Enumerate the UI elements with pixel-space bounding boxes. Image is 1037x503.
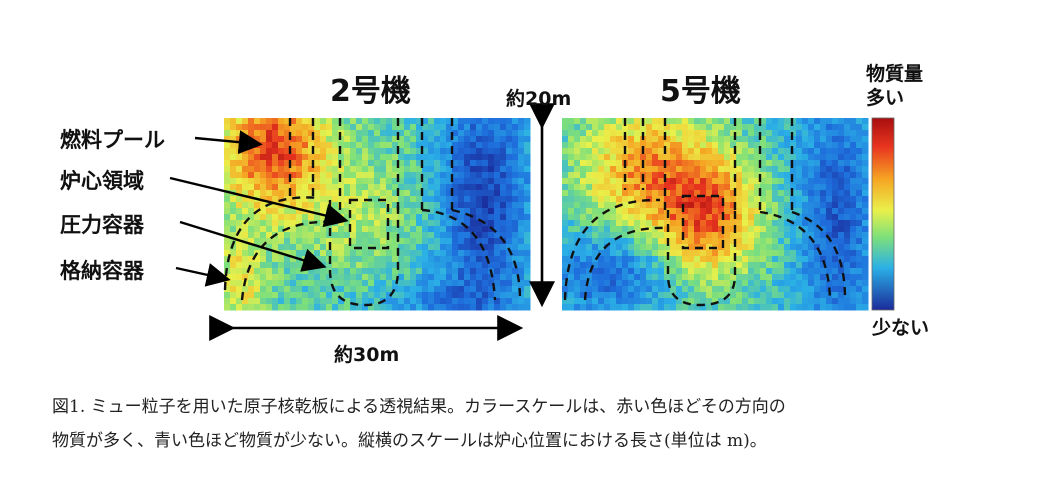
label-pressure-vessel: 圧力容器 (60, 213, 144, 237)
label-core-region: 炉心領域 (60, 169, 144, 193)
caption-line-2: 物質が多く、青い色ほど物質が少ない。縦横のスケールは炉心位置における長さ(単位は… (52, 431, 767, 451)
scale-label-low: 少ない (872, 317, 930, 339)
arrow-core-region (169, 176, 349, 228)
heatmap-unit5 (562, 118, 869, 311)
arrow-containment (175, 263, 231, 287)
scale-label-high: 物質量 多い (866, 62, 923, 110)
panel-title-unit2: 2号機 (330, 74, 411, 109)
structure-outlines-unit5 (563, 118, 847, 307)
caption-line-1: 図1. ミュー粒子を用いた原子核乾板による透視結果。カラースケールは、赤い色ほど… (52, 397, 786, 417)
height-dimension-label: 約20m (506, 88, 572, 110)
figure-caption: 図1. ミュー粒子を用いた原子核乾板による透視結果。カラースケールは、赤い色ほど… (52, 390, 1012, 458)
structure-outlines-unit2 (223, 118, 522, 307)
label-containment: 格納容器 (60, 259, 144, 283)
dimension-arrows (209, 103, 555, 341)
scale-label-high-line1: 物質量 (866, 63, 924, 85)
scale-label-high-line2: 多い (866, 87, 905, 109)
label-fuel-pool: 燃料プール (60, 128, 165, 152)
heatmap-unit2 (224, 118, 531, 311)
panel-title-unit5: 5号機 (660, 74, 741, 109)
arrow-fuel-pool (194, 130, 263, 155)
width-dimension-label: 約30m (334, 344, 400, 366)
label-arrows (169, 130, 349, 287)
arrow-pressure-vessel (179, 220, 327, 272)
color-scale-bar (871, 117, 895, 311)
